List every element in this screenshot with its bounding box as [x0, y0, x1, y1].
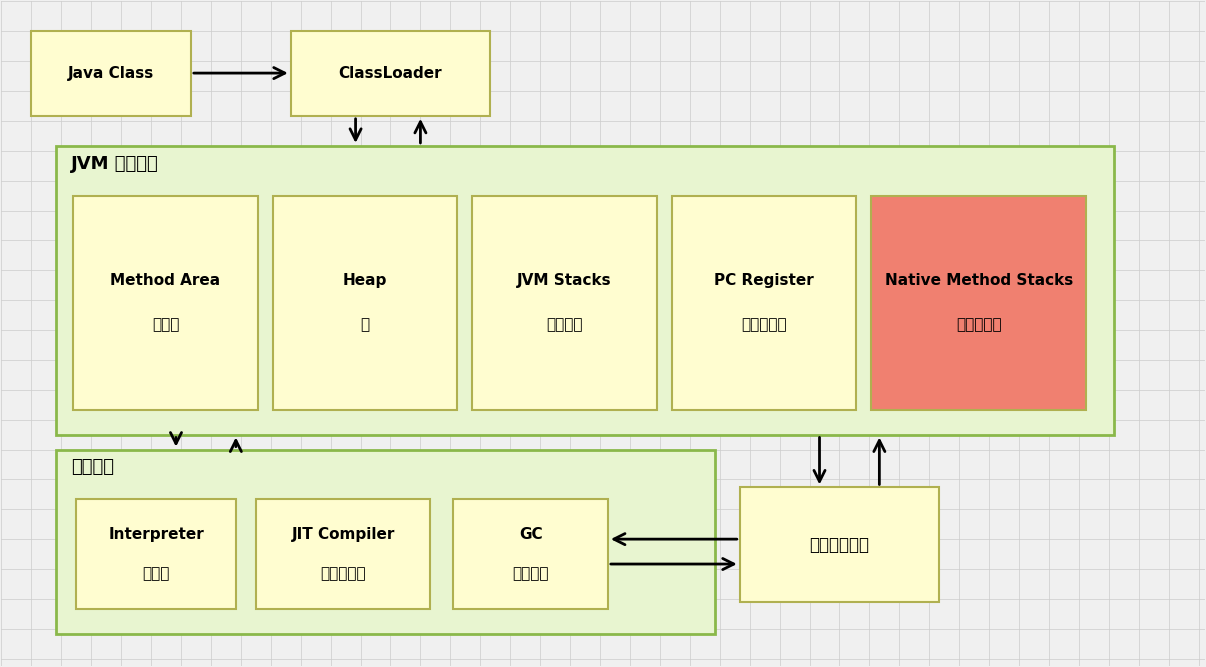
Bar [872, 195, 1085, 410]
Bar [31, 31, 191, 116]
Text: PC Register: PC Register [714, 273, 814, 288]
Bar [453, 500, 608, 609]
Text: GC: GC [519, 527, 543, 542]
Bar [57, 450, 715, 634]
Bar [256, 500, 431, 609]
Text: 程序计数器: 程序计数器 [742, 317, 788, 332]
Bar [76, 500, 236, 609]
Text: 本地方法栈: 本地方法栈 [956, 317, 1001, 332]
Text: 解释器: 解释器 [142, 566, 170, 582]
Text: 执行引擎: 执行引擎 [71, 458, 115, 476]
Bar [57, 146, 1114, 435]
Text: Interpreter: Interpreter [109, 527, 204, 542]
Bar [291, 31, 491, 116]
Bar [739, 488, 939, 602]
Bar [473, 195, 657, 410]
Text: Heap: Heap [343, 273, 387, 288]
Bar [74, 195, 258, 410]
Text: 本地方法接口: 本地方法接口 [809, 536, 870, 554]
Text: 虚拟机栈: 虚拟机栈 [546, 317, 582, 332]
Bar [672, 195, 856, 410]
Text: JVM Stacks: JVM Stacks [517, 273, 611, 288]
Text: Native Method Stacks: Native Method Stacks [884, 273, 1073, 288]
Text: 方法区: 方法区 [152, 317, 180, 332]
Text: JVM 内存结构: JVM 内存结构 [71, 155, 159, 173]
Text: 堆: 堆 [361, 317, 369, 332]
Text: 即时编译器: 即时编译器 [321, 566, 365, 582]
Bar [273, 195, 457, 410]
Text: ClassLoader: ClassLoader [339, 66, 443, 81]
Text: 垃圾回收: 垃圾回收 [513, 566, 549, 582]
Text: Java Class: Java Class [68, 66, 154, 81]
Text: JIT Compiler: JIT Compiler [292, 527, 394, 542]
Text: Method Area: Method Area [111, 273, 221, 288]
